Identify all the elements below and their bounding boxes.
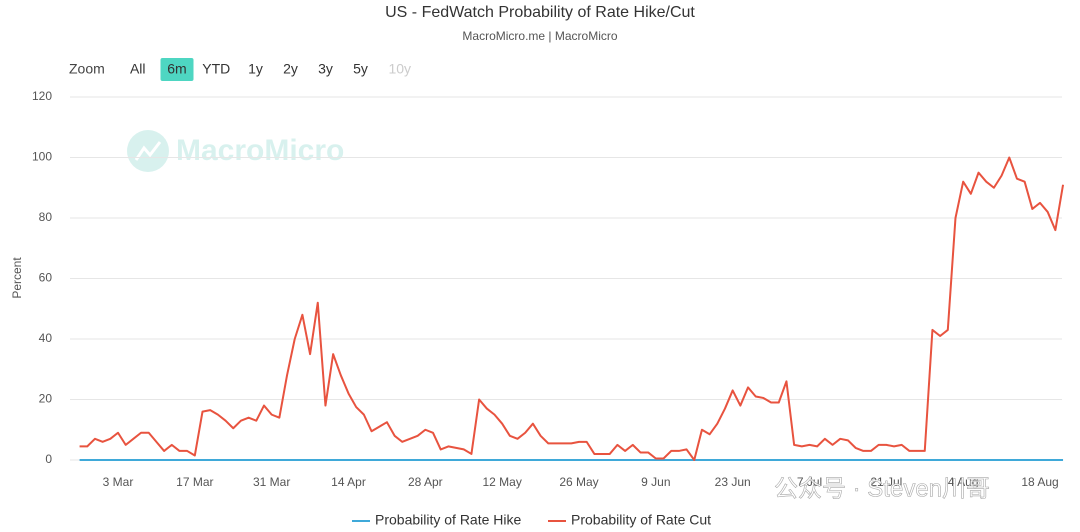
- chart-subtitle: MacroMicro.me | MacroMicro: [462, 29, 617, 43]
- legend-item[interactable]: Probability of Rate Cut: [548, 512, 711, 528]
- y-tick-label: 100: [32, 150, 52, 164]
- x-tick-label: 26 May: [559, 475, 598, 489]
- x-tick-label: 4 Aug: [948, 475, 979, 489]
- zoom-button[interactable]: 2y: [283, 61, 298, 77]
- legend-label: Probability of Rate Cut: [571, 512, 711, 528]
- overlay-watermark: 公众号 · Steven川哥: [774, 475, 990, 502]
- zoom-button[interactable]: 3y: [318, 61, 333, 77]
- x-tick-label: 23 Jun: [715, 475, 751, 489]
- series-line: [79, 156, 1065, 461]
- y-tick-label: 80: [39, 210, 53, 224]
- x-tick-label: 7 Jul: [797, 475, 822, 489]
- x-tick-label: 17 Mar: [176, 475, 213, 489]
- y-tick-label: 120: [32, 89, 52, 103]
- x-tick-label: 14 Apr: [331, 475, 366, 489]
- zoom-button-label: 5y: [353, 61, 368, 77]
- zoom-button-bg: [160, 58, 194, 81]
- zoom-button[interactable]: 1y: [248, 61, 263, 77]
- y-tick-label: 20: [39, 392, 53, 406]
- y-tick-label: 40: [39, 331, 53, 345]
- zoom-button[interactable]: 6m: [160, 58, 194, 81]
- zoom-button-label: All: [130, 61, 146, 77]
- x-tick-label: 9 Jun: [641, 475, 670, 489]
- watermark-text: MacroMicro: [176, 134, 344, 167]
- legend-label: Probability of Rate Hike: [375, 512, 522, 528]
- x-tick-label: 18 Aug: [1021, 475, 1058, 489]
- watermark: MacroMicro: [127, 130, 344, 172]
- zoom-button[interactable]: All: [130, 61, 146, 77]
- chart-title: US - FedWatch Probability of Rate Hike/C…: [385, 4, 695, 21]
- x-tick-label: 12 May: [482, 475, 521, 489]
- y-tick-label: 0: [45, 452, 52, 466]
- zoom-button-label: YTD: [202, 61, 230, 77]
- zoom-button[interactable]: 10y: [388, 61, 411, 77]
- x-tick-label: 3 Mar: [103, 475, 134, 489]
- x-tick-label: 28 Apr: [408, 475, 443, 489]
- y-axis-label: Percent: [10, 257, 24, 299]
- zoom-label: Zoom: [69, 61, 105, 77]
- zoom-button-label: 1y: [248, 61, 263, 77]
- zoom-button-label: 3y: [318, 61, 333, 77]
- zoom-buttons: All 6m YTD 1y 2y 3y 5y 10y: [130, 58, 411, 81]
- y-tick-label: 60: [39, 271, 53, 285]
- zoom-button[interactable]: YTD: [202, 61, 230, 77]
- zoom-button-label: 10y: [388, 61, 411, 77]
- zoom-button-label: 2y: [283, 61, 298, 77]
- x-tick-label: 31 Mar: [253, 475, 290, 489]
- watermark-logo: [127, 130, 169, 172]
- x-tick-label: 21 Jul: [870, 475, 902, 489]
- zoom-button[interactable]: 5y: [353, 61, 368, 77]
- watermark-logo-icon: [134, 141, 162, 161]
- zoom-button-label: 6m: [167, 61, 186, 77]
- legend-item[interactable]: Probability of Rate Hike: [352, 512, 522, 528]
